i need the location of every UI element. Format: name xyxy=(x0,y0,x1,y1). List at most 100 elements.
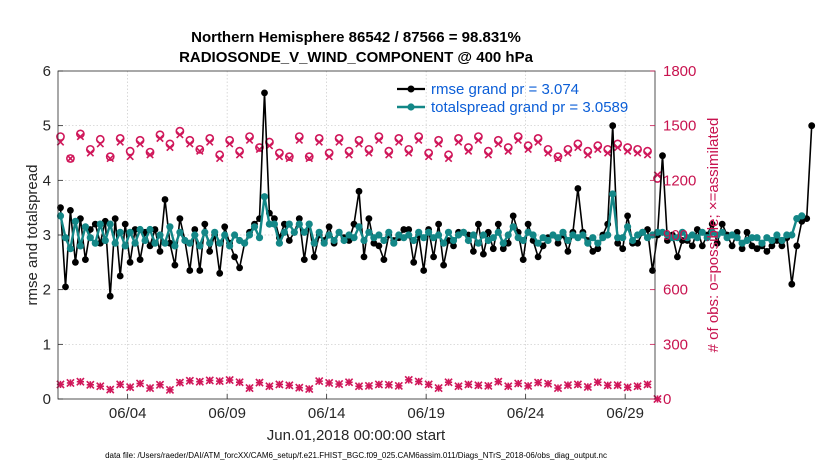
marker-stroke xyxy=(484,151,493,159)
marker-stroke xyxy=(385,151,393,159)
chart-title-line-2: RADIOSONDE_V_WIND_COMPONENT @ 400 hPa xyxy=(179,49,534,66)
rmse-point xyxy=(619,245,627,253)
legend-rmse-label: rmse grand pr = 3.074 xyxy=(431,81,579,98)
obs-assimilated-marker xyxy=(594,145,602,154)
rmse-point xyxy=(430,253,437,261)
obs-low-marker xyxy=(543,379,553,388)
totalspread-point xyxy=(375,231,383,239)
obs-low-marker xyxy=(205,376,214,385)
marker-stroke xyxy=(454,138,463,146)
obs-possible-marker xyxy=(125,146,135,156)
totalspread-point xyxy=(554,234,562,242)
rmse-point xyxy=(708,220,716,228)
rmse-point xyxy=(504,239,512,247)
obs-low-marker xyxy=(553,383,563,393)
obs-low-marker xyxy=(324,378,334,388)
totalspread-point xyxy=(678,228,687,236)
rmse-point xyxy=(121,220,129,228)
totalspread-point xyxy=(91,239,99,247)
totalspread-point xyxy=(459,228,468,236)
rmse-point xyxy=(295,215,303,223)
totalspread-point xyxy=(479,231,487,239)
marker-stroke xyxy=(245,136,254,145)
obs-low-marker xyxy=(643,380,652,389)
obs-low-marker xyxy=(394,381,403,391)
marker-stroke xyxy=(534,138,542,146)
totalspread-point xyxy=(320,239,328,247)
obs-assimilated-marker xyxy=(444,154,453,163)
obs-assimilated-marker xyxy=(215,154,224,163)
rmse-point xyxy=(360,253,368,261)
totalspread-point xyxy=(748,234,756,242)
marker-stroke xyxy=(285,154,294,163)
y-tick-label: 4 xyxy=(43,172,51,189)
obs-assimilated-marker xyxy=(325,152,333,161)
obs-assimilated-marker xyxy=(623,147,632,155)
obs-low-marker xyxy=(334,379,344,389)
totalspread-point xyxy=(639,228,647,236)
obs-low-marker xyxy=(315,376,324,386)
totalspread-point xyxy=(449,236,458,245)
obs-assimilated-marker xyxy=(186,140,194,148)
totalspread-point xyxy=(245,231,254,239)
totalspread-point xyxy=(614,234,622,242)
obs-low-marker xyxy=(116,380,125,389)
obs-low-marker xyxy=(484,381,493,391)
obs-assimilated-marker xyxy=(414,136,423,145)
obs-low-marker xyxy=(504,382,513,391)
totalspread-point xyxy=(86,234,94,242)
obs-assimilated-marker xyxy=(603,149,612,157)
legend: rmse grand pr = 3.074 totalspread grand … xyxy=(397,81,628,116)
totalspread-point xyxy=(76,242,84,250)
totalspread-point xyxy=(534,239,542,247)
rmse-point xyxy=(126,258,134,266)
marker-stroke xyxy=(235,151,244,159)
marker-stroke xyxy=(474,136,483,145)
obs-possible-marker xyxy=(56,132,65,141)
marker-stroke xyxy=(76,132,85,141)
rmse-point xyxy=(325,223,333,231)
obs-assimilated-marker xyxy=(524,145,532,154)
rmse-point xyxy=(489,245,497,253)
totalspread-point xyxy=(305,220,313,228)
obs-low-marker xyxy=(185,376,195,385)
totalspread-point xyxy=(509,223,517,231)
totalspread-point xyxy=(768,236,776,245)
obs-count-markers xyxy=(56,126,662,404)
rmse-point xyxy=(614,239,622,247)
rmse-point xyxy=(698,242,706,250)
rmse-point xyxy=(589,248,597,255)
totalspread-point xyxy=(579,231,587,239)
totalspread-point xyxy=(753,234,761,242)
marker-stroke xyxy=(355,140,363,148)
marker-stroke xyxy=(225,140,234,148)
marker-stroke xyxy=(335,138,343,146)
rmse-point xyxy=(778,242,786,250)
obs-low-marker xyxy=(434,383,443,393)
rmse-point xyxy=(156,248,164,255)
totalspread-point xyxy=(290,228,298,236)
obs-low-marker xyxy=(245,383,254,393)
rmse-point xyxy=(594,245,602,253)
totalspread-point xyxy=(231,231,239,239)
totalspread-point xyxy=(280,228,288,236)
totalspread-point xyxy=(161,239,169,247)
x-axis-label: Jun.01,2018 00:00:00 start xyxy=(267,427,446,444)
totalspread-point xyxy=(410,236,418,245)
totalspread-point xyxy=(196,242,204,250)
obs-assimilated-marker xyxy=(305,154,314,163)
rmse-point xyxy=(206,248,214,255)
obs-assimilated-marker xyxy=(96,140,105,148)
rmse-point xyxy=(519,256,527,263)
totalspread-point xyxy=(469,231,477,239)
rmse-point xyxy=(116,272,124,280)
totalspread-point xyxy=(330,236,338,245)
rmse-point xyxy=(201,220,209,228)
obs-low-marker xyxy=(305,384,314,394)
rmse-point xyxy=(763,248,771,255)
totalspread-point xyxy=(151,239,159,247)
totalspread-point xyxy=(211,228,219,236)
marker-stroke xyxy=(66,154,75,163)
totalspread-point xyxy=(415,228,423,236)
